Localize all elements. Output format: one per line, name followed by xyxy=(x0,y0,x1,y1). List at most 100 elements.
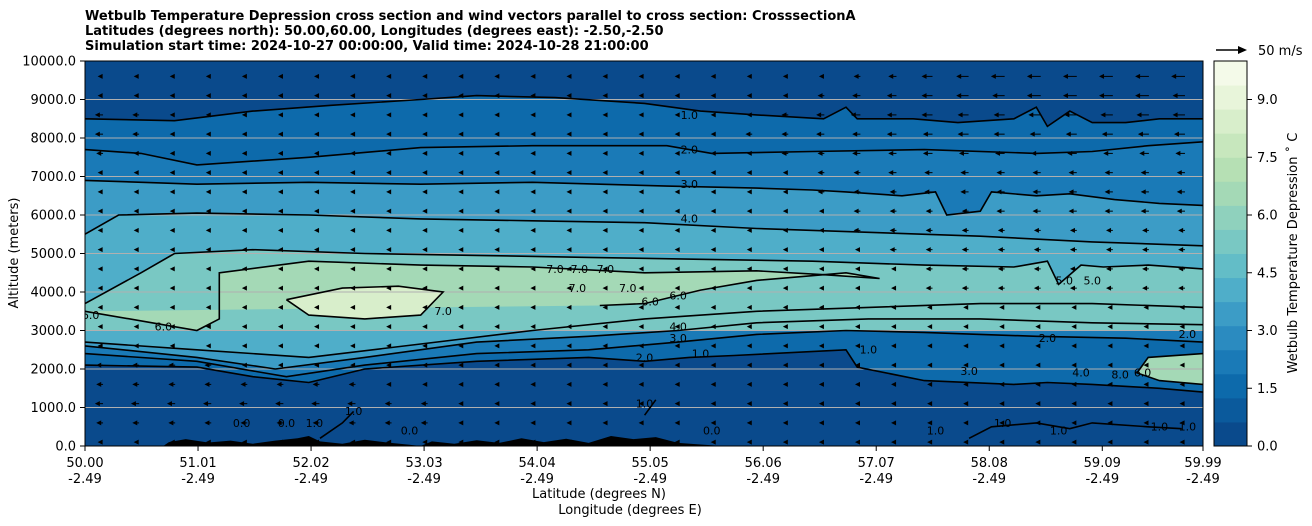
wind-vector xyxy=(314,362,320,368)
wind-vector xyxy=(1062,93,1077,99)
wind-vector-head xyxy=(133,266,139,272)
wind-vector-head xyxy=(1106,266,1112,272)
wind-vector-head xyxy=(889,247,895,253)
wind-vector xyxy=(1035,343,1041,349)
wind-vector xyxy=(169,343,175,349)
wind-vector xyxy=(494,343,500,349)
wind-vector xyxy=(927,362,933,368)
wind-vector-head xyxy=(993,131,999,137)
wind-vector-head xyxy=(350,208,356,214)
y-tick-label: 10000.0 xyxy=(22,55,76,70)
wind-vector-head xyxy=(710,285,716,291)
wind-vector-head xyxy=(97,343,103,349)
wind-vector-head xyxy=(891,343,897,349)
wind-vector xyxy=(674,304,680,310)
wind-vector xyxy=(169,112,175,118)
wind-vector-head xyxy=(1107,420,1113,426)
wind-vector xyxy=(566,131,572,137)
wind-vector xyxy=(921,112,933,118)
wind-vector-head xyxy=(530,285,536,291)
wind-vector-head xyxy=(638,304,644,310)
wind-vector xyxy=(566,150,572,156)
wind-vector xyxy=(205,266,211,272)
wind-vector xyxy=(422,439,428,445)
wind-vector-head xyxy=(1026,73,1032,79)
wind-vector xyxy=(277,227,283,233)
x-tick-label-lat: 59.99 xyxy=(1184,456,1221,471)
wind-vector xyxy=(204,362,212,368)
wind-vector xyxy=(782,324,788,330)
wind-vector-head xyxy=(530,131,536,137)
wind-vector-head xyxy=(1106,247,1112,253)
wind-vector xyxy=(638,343,644,349)
wind-vector xyxy=(1068,208,1077,214)
wind-vector-head xyxy=(277,343,283,349)
wind-vector xyxy=(312,381,320,387)
wind-vector xyxy=(674,381,680,387)
wind-vector xyxy=(1171,73,1185,79)
colorbar-swatch xyxy=(1214,253,1247,279)
field-band-6.0-core xyxy=(85,261,880,331)
colorbar-tick-label: 4.5 xyxy=(1257,266,1278,281)
wind-vector xyxy=(422,131,428,137)
wind-vector xyxy=(999,324,1005,330)
wind-vector xyxy=(889,208,897,214)
wind-vector-head xyxy=(710,381,716,387)
wind-vector xyxy=(277,112,283,118)
wind-vector xyxy=(746,285,752,291)
wind-vector xyxy=(530,170,536,176)
wind-vector xyxy=(853,208,861,214)
wind-vector-head xyxy=(241,362,247,368)
y-tick-label: 8000.0 xyxy=(31,132,77,147)
wind-vector xyxy=(530,343,536,349)
wind-vector xyxy=(132,381,140,387)
wind-vector-head xyxy=(530,208,536,214)
wind-vector-head xyxy=(1143,439,1149,445)
wind-vector-head xyxy=(1071,343,1077,349)
wind-vector xyxy=(458,247,464,253)
colorbar-swatch xyxy=(1214,373,1247,399)
wind-vector-head xyxy=(782,227,788,233)
wind-vector-head xyxy=(350,131,356,137)
x-tick-label-lon: -2.49 xyxy=(972,472,1006,487)
wind-vector-head xyxy=(710,439,716,445)
contour-label-4: 7.0 xyxy=(546,263,564,276)
wind-vector-head xyxy=(958,150,964,156)
wind-vector xyxy=(782,439,788,445)
colorbar-tick-label: 7.5 xyxy=(1257,151,1278,166)
wind-vector-head xyxy=(566,93,572,99)
wind-vector xyxy=(888,170,897,176)
contour-labels-layer: 1.02.03.04.07.0-7.07.07.07.06.06.07.06.0… xyxy=(85,109,1196,438)
wind-vector-head xyxy=(94,112,100,118)
wind-vector xyxy=(854,381,860,387)
wind-vector xyxy=(925,285,933,291)
wind-vector xyxy=(1071,304,1077,310)
wind-vector-head xyxy=(277,227,283,233)
wind-vector xyxy=(566,381,572,387)
wind-vector-head xyxy=(314,343,320,349)
wind-vector-head xyxy=(132,112,138,118)
wind-vector-head xyxy=(963,362,969,368)
wind-vector-head xyxy=(1035,362,1041,368)
wind-vector-head xyxy=(602,247,608,253)
wind-vector-head xyxy=(1176,208,1182,214)
wind-vector-head xyxy=(961,285,967,291)
wind-vector xyxy=(1035,420,1041,426)
wind-vector xyxy=(710,150,716,156)
wind-vector xyxy=(996,208,1005,214)
colorbar-swatch xyxy=(1214,349,1247,375)
wind-vector-head xyxy=(674,112,680,118)
wind-vector-head xyxy=(999,343,1005,349)
wind-vector xyxy=(277,247,283,253)
wind-vector-head xyxy=(924,170,930,176)
wind-vector-head xyxy=(816,131,822,137)
wind-vector xyxy=(854,343,860,349)
wind-vector-head xyxy=(420,401,426,407)
wind-vector-head xyxy=(314,247,320,253)
x-tick-label-lat: 57.07 xyxy=(858,456,895,471)
wind-vector xyxy=(530,401,536,407)
x-axis-label-lon: Longitude (degrees E) xyxy=(558,503,702,518)
wind-vector-head xyxy=(1069,266,1075,272)
wind-vector xyxy=(458,131,464,137)
wind-vector xyxy=(458,324,464,330)
